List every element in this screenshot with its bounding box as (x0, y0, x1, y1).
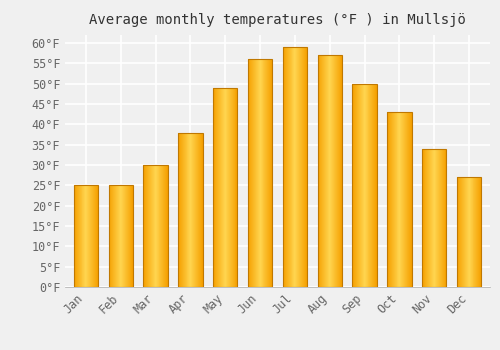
Bar (178, 133, 203, 287)
Bar (352, 84, 377, 287)
Bar (282, 47, 307, 287)
Bar (422, 149, 446, 287)
Bar (74, 186, 98, 287)
Bar (213, 88, 238, 287)
Bar (108, 186, 133, 287)
Bar (248, 60, 272, 287)
Title: Average monthly temperatures (°F ) in Mullsjö: Average monthly temperatures (°F ) in Mu… (89, 13, 466, 27)
Bar (457, 177, 481, 287)
Bar (318, 55, 342, 287)
Bar (144, 165, 168, 287)
Bar (387, 112, 411, 287)
